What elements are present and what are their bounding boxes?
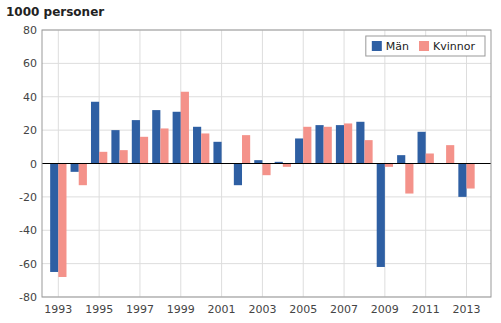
y-tick-label: -20 — [19, 191, 37, 204]
x-tick-label: 2011 — [412, 303, 440, 316]
bar — [377, 164, 385, 267]
x-tick-label: 1995 — [85, 303, 113, 316]
bar — [336, 125, 344, 163]
legend-label: Kvinnor — [433, 40, 475, 53]
bar — [120, 150, 128, 163]
bar — [418, 132, 426, 164]
bar — [50, 164, 58, 272]
y-tick-label: -80 — [19, 291, 37, 304]
x-tick-label: 2005 — [289, 303, 317, 316]
bar — [140, 137, 148, 164]
grid — [42, 30, 491, 297]
x-tick-label: 1999 — [167, 303, 195, 316]
legend-box — [366, 36, 485, 56]
bar — [385, 164, 393, 167]
title: 1000 personer — [6, 5, 104, 19]
x-tick-label: 2007 — [330, 303, 358, 316]
bar — [173, 112, 181, 164]
bar — [201, 133, 209, 163]
bar — [58, 164, 66, 277]
bar — [234, 164, 242, 186]
chart: 1000 personer -80 -60 -40 -20 0 20 40 60 80 1993 19… — [0, 0, 501, 323]
bar — [344, 123, 352, 163]
x-tick-label: 2013 — [453, 303, 481, 316]
x-tick-label: 2009 — [371, 303, 399, 316]
x-tick-label: 2003 — [248, 303, 276, 316]
bar — [324, 127, 332, 164]
bar — [193, 127, 201, 164]
bar — [254, 160, 262, 163]
bar — [356, 122, 364, 164]
bar — [405, 164, 413, 194]
legend-label: Män — [386, 40, 409, 53]
bar — [99, 152, 107, 164]
y-tick-label: 20 — [23, 124, 37, 137]
y-tick-label: 0 — [30, 158, 37, 171]
bar — [152, 110, 160, 163]
y-grid-line — [42, 96, 491, 97]
bar — [458, 164, 466, 197]
legend: Män Kvinnor — [366, 36, 485, 56]
x-tick-label: 1997 — [126, 303, 154, 316]
x-tick-label: 1993 — [44, 303, 72, 316]
bar — [79, 164, 87, 186]
y-grid-line — [42, 63, 491, 64]
bar — [213, 142, 221, 164]
bar — [364, 140, 372, 163]
bar — [283, 164, 291, 167]
y-tick-label: 60 — [23, 57, 37, 70]
bar — [397, 155, 405, 163]
bar — [181, 92, 189, 164]
bar — [295, 138, 303, 163]
bar — [132, 120, 140, 163]
legend-swatch — [419, 41, 429, 51]
bar — [242, 135, 250, 163]
bar — [262, 164, 270, 176]
y-grid-line — [42, 263, 491, 264]
bar — [426, 153, 434, 163]
y-tick-label: 80 — [23, 24, 37, 37]
y-tick-label: 40 — [23, 91, 37, 104]
bar — [111, 130, 119, 163]
bar — [303, 127, 311, 164]
bars — [50, 92, 475, 277]
x-tick-label: 2001 — [208, 303, 236, 316]
zero-line — [42, 163, 491, 164]
bar — [71, 164, 79, 172]
bar — [160, 128, 168, 163]
bar — [91, 102, 99, 164]
y-tick-label: -60 — [19, 258, 37, 271]
y-tick-label: -40 — [19, 224, 37, 237]
bar — [446, 145, 454, 163]
y-grid-line — [42, 196, 491, 197]
bar — [467, 164, 475, 189]
y-grid-line — [42, 230, 491, 231]
y-grid-line — [42, 163, 491, 164]
bar — [315, 125, 323, 163]
y-grid-line — [42, 130, 491, 131]
legend-swatch — [372, 41, 382, 51]
plot-frame — [42, 30, 491, 297]
